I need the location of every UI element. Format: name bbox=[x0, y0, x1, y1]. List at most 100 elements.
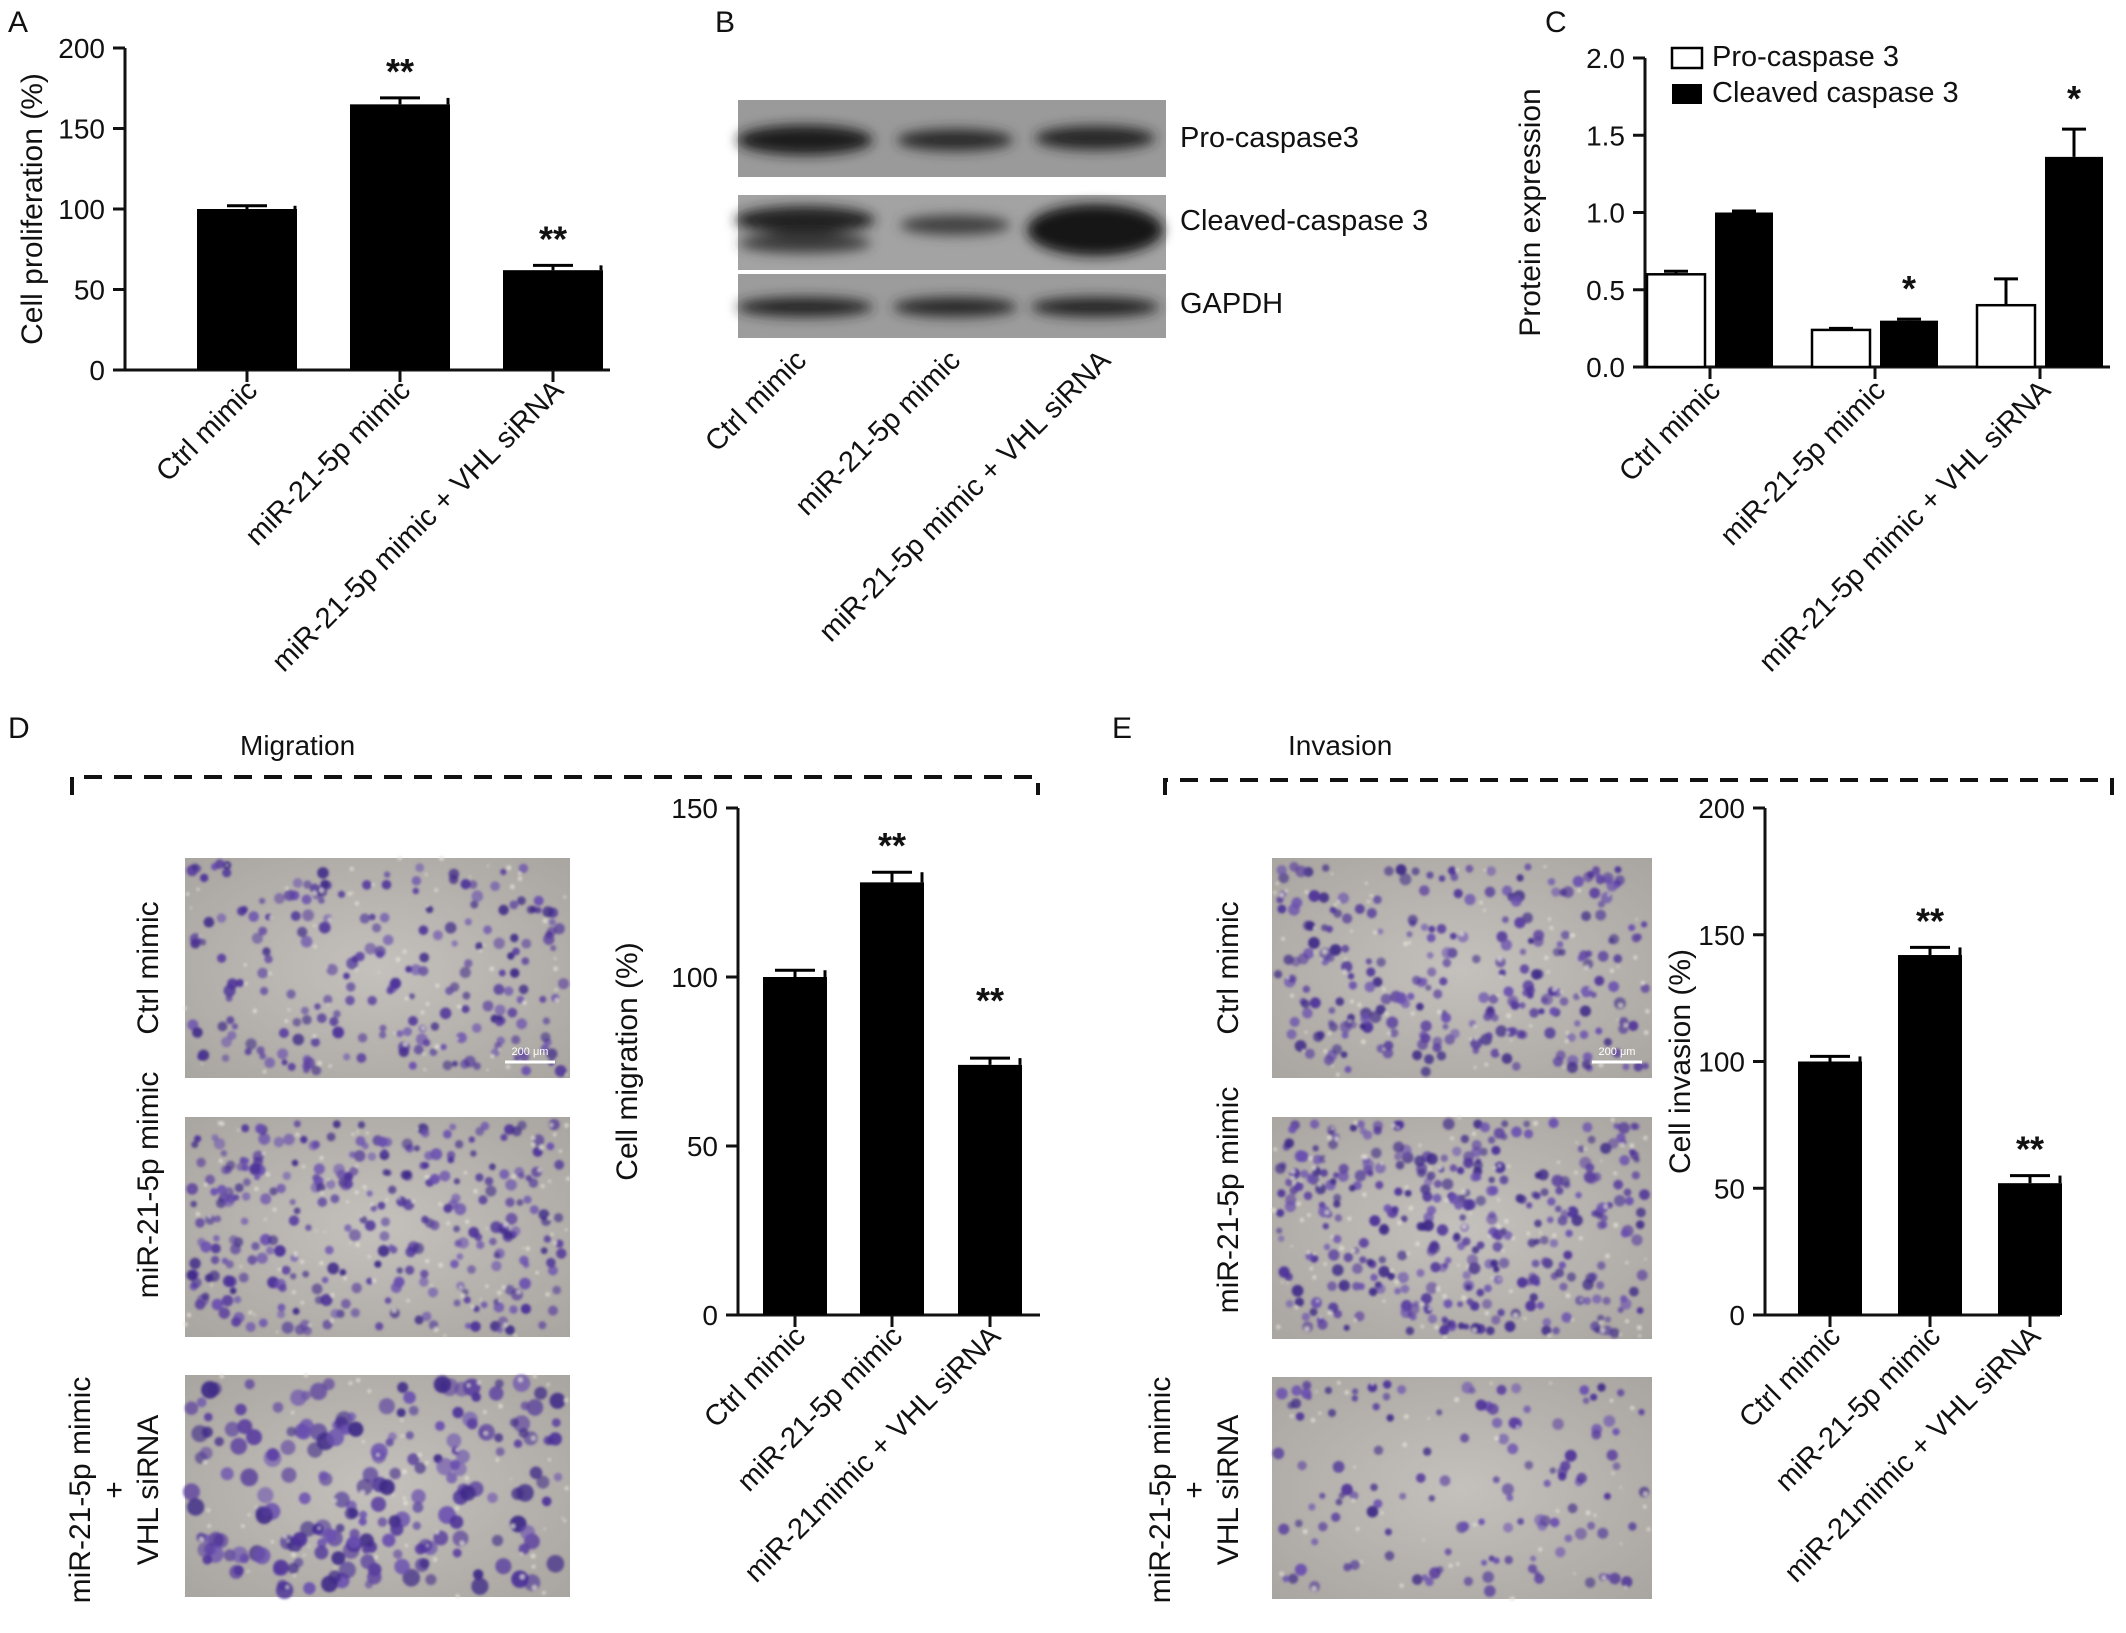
migration-row-label-mir21: miR-21-5p mimic bbox=[132, 1072, 165, 1299]
y-tick-label: 200 bbox=[1698, 793, 1745, 824]
invasion-row-label-combo-1: miR-21-5p mimic bbox=[1144, 1377, 1177, 1604]
blot-band bbox=[1035, 126, 1155, 150]
bar bbox=[1998, 1183, 2062, 1315]
migration-row-label-combo-1: miR-21-5p mimic bbox=[64, 1377, 97, 1604]
category-label: Ctrl mimic bbox=[150, 374, 264, 488]
category-label: miR-21-5p mimic bbox=[1769, 1320, 1947, 1498]
y-tick-label: 100 bbox=[1698, 1047, 1745, 1078]
y-tick-label: 0.5 bbox=[1586, 275, 1625, 306]
y-tick-label: 0 bbox=[89, 355, 105, 386]
migration-bracket bbox=[70, 775, 1040, 795]
bar bbox=[958, 1064, 1022, 1315]
bar bbox=[763, 977, 827, 1315]
scale-bar-label: 200 μm bbox=[512, 1046, 549, 1058]
bar bbox=[1645, 273, 1707, 369]
micrograph-field bbox=[185, 1117, 570, 1337]
blot-lane-label: miR-21-5p mimic + VHL siRNA bbox=[813, 344, 1117, 648]
invasion-row-label-ctrl: Ctrl mimic bbox=[1212, 901, 1245, 1034]
y-tick-label: 0.0 bbox=[1586, 352, 1625, 383]
legend-entry: Cleaved caspase 3 bbox=[1712, 77, 1959, 109]
blot-band bbox=[1027, 204, 1163, 256]
invasion-bracket bbox=[1163, 778, 2114, 795]
bar bbox=[350, 104, 450, 370]
chart-a-proliferation: 0 50 100 150 200 Cell proliferation (%) Ctrl m… bbox=[16, 33, 610, 678]
blot-band bbox=[737, 297, 873, 317]
y-tick-label: 100 bbox=[671, 962, 718, 993]
blot-band bbox=[737, 125, 873, 155]
y-tick-label: 2.0 bbox=[1586, 43, 1625, 74]
bar bbox=[197, 209, 297, 370]
invasion-section: Invasion Ctrl mimic miR-21-5p mimic miR-… bbox=[1144, 730, 2114, 1604]
category-label: miR-21-5p mimic bbox=[239, 374, 417, 552]
stained-cells bbox=[183, 1373, 569, 1600]
micrograph-invasion-mir21 bbox=[1271, 1115, 1652, 1340]
category-label: Ctrl mimic bbox=[1613, 374, 1727, 488]
significance-marker: * bbox=[1902, 268, 1916, 309]
y-tick-label: 0 bbox=[702, 1300, 718, 1331]
panel-letter-e: E bbox=[1112, 712, 1132, 745]
micrograph-invasion-ctrl bbox=[1272, 858, 1652, 1078]
stained-cells bbox=[1272, 1380, 1651, 1602]
blot-label-cleaved-caspase3: Cleaved-caspase 3 bbox=[1180, 205, 1428, 237]
y-tick-label: 150 bbox=[58, 114, 105, 145]
y-tick-label: 50 bbox=[687, 1131, 718, 1162]
stained-cells bbox=[1273, 862, 1650, 1077]
stained-cells bbox=[183, 1119, 571, 1338]
y-tick-label: 50 bbox=[1714, 1173, 1745, 1204]
blot-band bbox=[1031, 297, 1159, 317]
chart-c-protein-expression: 0.0 0.5 1.0 1.5 2.0 Protein expression Ctrl mi… bbox=[1514, 41, 2110, 678]
invasion-row-label-combo-3: VHL siRNA bbox=[1212, 1415, 1245, 1566]
bar bbox=[1810, 328, 1872, 369]
invasion-title: Invasion bbox=[1288, 730, 1392, 761]
category-label: miR-21-5p mimic bbox=[1714, 374, 1892, 552]
legend-swatch bbox=[1670, 46, 1704, 70]
invasion-row-label-combo-2: + bbox=[1178, 1481, 1211, 1499]
panel-letter-d: D bbox=[8, 712, 30, 745]
micrograph-migration-combo bbox=[183, 1373, 570, 1600]
migration-row-label-ctrl: Ctrl mimic bbox=[132, 901, 165, 1034]
scale-bar-label: 200 μm bbox=[1599, 1046, 1636, 1058]
bar bbox=[2045, 156, 2103, 367]
significance-marker: ** bbox=[976, 980, 1004, 1021]
bar bbox=[1798, 1061, 1862, 1315]
category-label: miR-21-5p mimic + VHL siRNA bbox=[266, 374, 570, 678]
significance-marker: * bbox=[2067, 78, 2081, 119]
bar bbox=[860, 882, 924, 1315]
blot-band bbox=[900, 215, 1010, 235]
y-axis-label: Protein expression bbox=[1514, 88, 1547, 336]
y-tick-label: 1.5 bbox=[1586, 120, 1625, 151]
y-tick-label: 100 bbox=[58, 194, 105, 225]
y-axis-label: Cell invasion (%) bbox=[1664, 949, 1697, 1174]
micrograph-field bbox=[185, 858, 570, 1078]
panel-letter-c: C bbox=[1545, 6, 1567, 39]
stained-cells bbox=[1271, 1115, 1650, 1340]
bar bbox=[1880, 320, 1938, 367]
bar bbox=[1975, 303, 2037, 369]
y-tick-label: 150 bbox=[1698, 920, 1745, 951]
invasion-row-label-mir21: miR-21-5p mimic bbox=[1212, 1087, 1245, 1314]
significance-marker: ** bbox=[878, 825, 906, 866]
legend-entry: Pro-caspase 3 bbox=[1712, 41, 1899, 73]
western-blot-panel: Pro-caspase3 Cleaved-caspase 3 GAPDH Ctr… bbox=[699, 100, 1428, 648]
y-tick-label: 200 bbox=[58, 33, 105, 64]
bar bbox=[1898, 955, 1962, 1315]
micrograph-invasion-combo bbox=[1272, 1377, 1652, 1602]
category-label: miR-21-5p mimic + VHL siRNA bbox=[1753, 374, 2057, 678]
blot-band bbox=[897, 129, 1013, 151]
y-tick-label: 150 bbox=[671, 793, 718, 824]
legend-swatch bbox=[1672, 84, 1702, 104]
blot-lane-label: miR-21-5p mimic bbox=[789, 344, 967, 522]
blot-label-pro-caspase3: Pro-caspase3 bbox=[1180, 122, 1359, 154]
panel-letter-a: A bbox=[8, 6, 28, 39]
micrograph-field bbox=[1272, 1377, 1652, 1599]
migration-row-label-combo-3: VHL siRNA bbox=[132, 1415, 165, 1566]
panel-letter-b: B bbox=[715, 6, 735, 39]
migration-section: Migration Ctrl mimic miR-21-5p mimic miR… bbox=[64, 730, 1040, 1604]
blot-band bbox=[893, 297, 1017, 317]
y-axis-label: Cell proliferation (%) bbox=[16, 73, 49, 345]
blot-band bbox=[739, 233, 871, 253]
bar bbox=[1715, 212, 1773, 367]
micrograph-migration-mir21 bbox=[183, 1117, 571, 1338]
